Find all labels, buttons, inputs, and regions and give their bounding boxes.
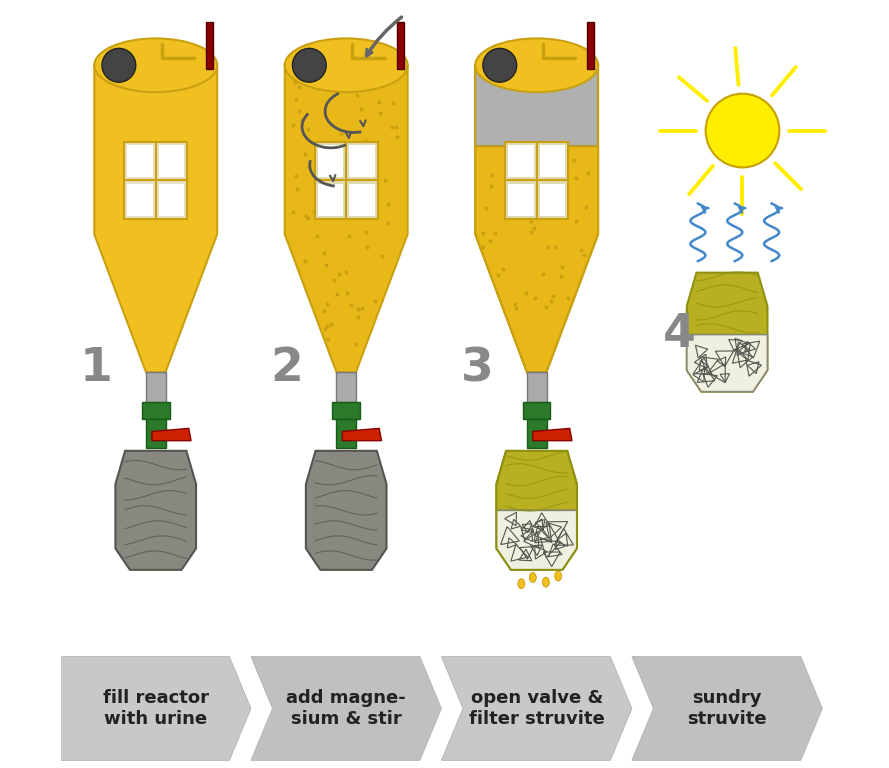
Polygon shape <box>306 451 387 570</box>
FancyBboxPatch shape <box>349 145 374 177</box>
Ellipse shape <box>476 38 598 92</box>
FancyBboxPatch shape <box>159 184 184 216</box>
Polygon shape <box>496 451 577 510</box>
Ellipse shape <box>94 38 217 92</box>
Circle shape <box>102 48 136 82</box>
FancyBboxPatch shape <box>540 184 565 216</box>
FancyBboxPatch shape <box>124 142 188 219</box>
Polygon shape <box>284 65 408 372</box>
Polygon shape <box>476 147 598 372</box>
FancyBboxPatch shape <box>127 184 153 216</box>
FancyBboxPatch shape <box>509 184 533 216</box>
Ellipse shape <box>529 572 536 582</box>
FancyBboxPatch shape <box>127 145 153 177</box>
FancyBboxPatch shape <box>526 372 547 402</box>
Polygon shape <box>94 65 217 372</box>
Ellipse shape <box>284 38 408 92</box>
Polygon shape <box>687 273 767 392</box>
Circle shape <box>706 94 780 167</box>
Text: open valve &
filter struvite: open valve & filter struvite <box>469 689 605 728</box>
Polygon shape <box>60 657 251 760</box>
FancyBboxPatch shape <box>159 145 184 177</box>
Ellipse shape <box>555 571 562 581</box>
FancyBboxPatch shape <box>336 419 356 448</box>
Ellipse shape <box>518 578 525 588</box>
Circle shape <box>483 48 517 82</box>
FancyBboxPatch shape <box>396 22 404 69</box>
FancyBboxPatch shape <box>526 419 547 448</box>
Text: sundry
struvite: sundry struvite <box>687 689 767 728</box>
FancyBboxPatch shape <box>332 402 360 419</box>
Polygon shape <box>687 335 767 392</box>
FancyBboxPatch shape <box>540 145 565 177</box>
Text: 1: 1 <box>79 346 112 391</box>
Text: fill reactor
with urine: fill reactor with urine <box>103 689 209 728</box>
Text: add magne-
sium & stir: add magne- sium & stir <box>286 689 406 728</box>
FancyBboxPatch shape <box>142 402 170 419</box>
FancyBboxPatch shape <box>146 419 165 448</box>
Text: 2: 2 <box>270 346 303 391</box>
FancyBboxPatch shape <box>146 372 165 402</box>
FancyBboxPatch shape <box>505 142 568 219</box>
FancyBboxPatch shape <box>509 145 533 177</box>
Polygon shape <box>116 451 196 570</box>
Ellipse shape <box>542 578 549 587</box>
Polygon shape <box>476 65 598 147</box>
Polygon shape <box>442 657 632 760</box>
Polygon shape <box>251 657 442 760</box>
Text: 4: 4 <box>663 312 696 356</box>
FancyBboxPatch shape <box>206 22 213 69</box>
FancyBboxPatch shape <box>317 145 343 177</box>
Polygon shape <box>496 510 577 570</box>
FancyBboxPatch shape <box>336 372 356 402</box>
FancyBboxPatch shape <box>315 142 378 219</box>
FancyBboxPatch shape <box>317 184 343 216</box>
FancyBboxPatch shape <box>523 402 550 419</box>
Polygon shape <box>152 429 191 441</box>
Polygon shape <box>632 657 822 760</box>
FancyBboxPatch shape <box>588 22 594 69</box>
FancyBboxPatch shape <box>349 184 374 216</box>
Circle shape <box>292 48 326 82</box>
Text: 3: 3 <box>461 346 493 391</box>
Polygon shape <box>533 429 572 441</box>
Polygon shape <box>342 429 381 441</box>
